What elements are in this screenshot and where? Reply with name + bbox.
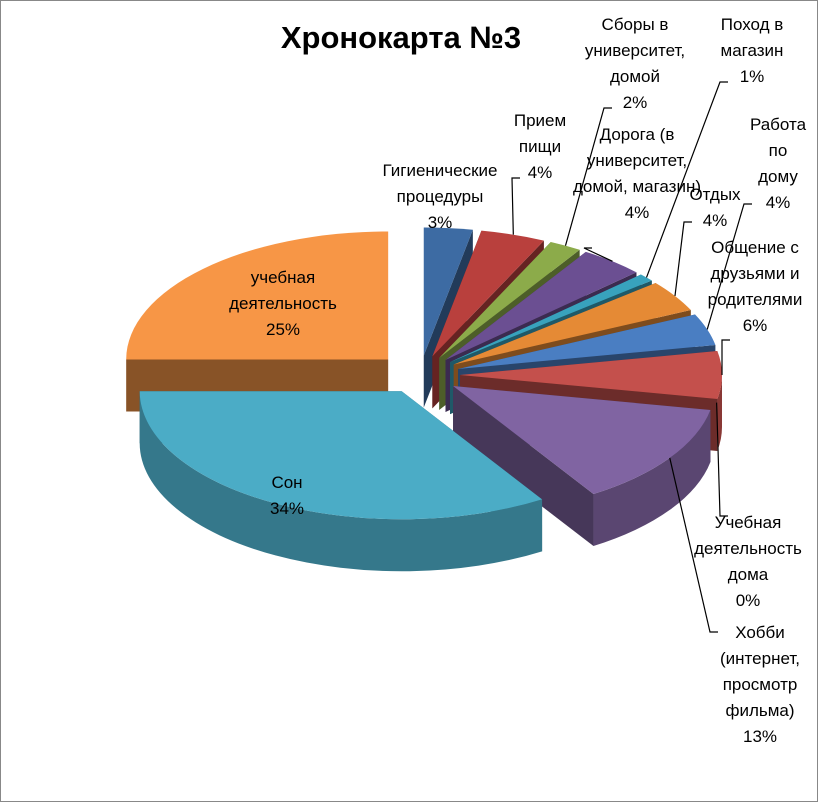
leader-line <box>716 402 728 517</box>
data-label: Работа по дому 4% <box>748 112 808 216</box>
leader-line <box>669 457 718 633</box>
slice <box>450 274 652 363</box>
category-label: Поход в магазин <box>720 15 784 60</box>
slice <box>432 230 544 357</box>
slice <box>445 251 637 360</box>
leader-line <box>583 247 613 262</box>
value-label: 3% <box>427 213 453 232</box>
value-label: 4% <box>624 203 650 222</box>
data-label: учебная деятельность 25% <box>208 265 358 343</box>
leader-line <box>564 107 612 246</box>
category-label: Учебная деятельность дома <box>694 513 802 584</box>
slice <box>453 282 691 365</box>
data-label: Дорога (в университет, домой, магазин) 4% <box>572 122 702 226</box>
value-label: 4% <box>702 211 728 230</box>
leader-line <box>645 81 728 278</box>
category-label: Хобби (интернет, просмотр фильма) <box>720 623 800 720</box>
category-label: Сон <box>271 473 303 492</box>
data-label: Поход в магазин 1% <box>702 12 802 90</box>
value-label: 4% <box>765 193 791 212</box>
value-label: 25% <box>265 320 301 339</box>
category-label: Работа по дому <box>749 115 807 186</box>
value-label: 13% <box>742 727 778 746</box>
category-label: Отдых <box>689 185 741 204</box>
slice-wall <box>453 385 594 547</box>
slice <box>139 391 543 520</box>
slice-side <box>717 375 722 451</box>
slice-side <box>139 391 543 572</box>
category-label: Сборы в университет, домой <box>584 15 686 86</box>
slice <box>439 242 580 358</box>
data-label: Общение с друзьями и родителями 6% <box>695 235 815 339</box>
data-label: Отдых 4% <box>680 182 750 234</box>
data-label: Сборы в университет, домой 2% <box>565 12 705 116</box>
data-label: Хобби (интернет, просмотр фильма) 13% <box>710 620 810 750</box>
leader-line <box>721 339 730 375</box>
leader-line <box>706 203 752 330</box>
value-label: 6% <box>742 316 768 335</box>
slice <box>453 385 711 495</box>
leader-line <box>511 177 520 235</box>
value-label: 4% <box>527 163 553 182</box>
category-label: Дорога (в университет, домой, магазин) <box>572 125 702 196</box>
value-label: 1% <box>739 67 765 86</box>
category-label: Общение с друзьями и родителями <box>707 238 803 309</box>
value-label: 2% <box>622 93 648 112</box>
chart-title: Хронокарта №3 <box>280 20 522 55</box>
data-label: Сон 34% <box>237 470 337 522</box>
slice <box>458 314 716 369</box>
value-label: 0% <box>735 591 761 610</box>
data-label: Гигиенические процедуры 3% <box>365 158 515 236</box>
slice <box>126 231 389 360</box>
data-label: Прием пищи 4% <box>505 108 575 186</box>
slice-side <box>593 409 711 547</box>
slice <box>423 227 473 356</box>
category-label: Гигиенические процедуры <box>382 161 498 206</box>
data-label: Учебная деятельность дома 0% <box>683 510 813 614</box>
slice <box>460 351 722 399</box>
value-label: 34% <box>269 499 305 518</box>
leader-line <box>674 221 692 297</box>
category-label: учебная деятельность <box>229 268 337 313</box>
category-label: Прием пищи <box>513 111 567 156</box>
